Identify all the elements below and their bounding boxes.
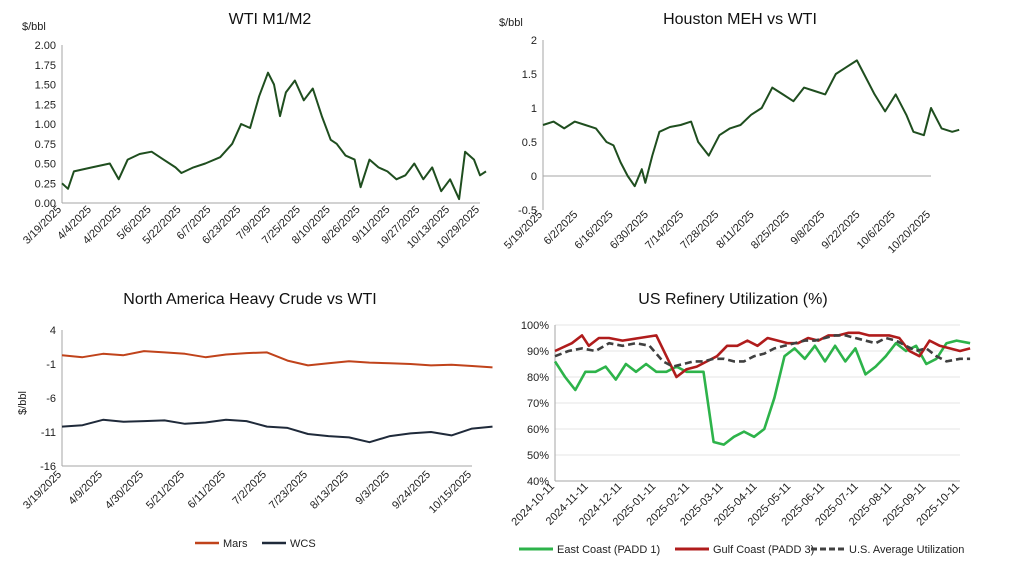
- series-line-gulf-coast-padd-3-: [554, 331, 971, 379]
- y-tick-label: 0.75: [35, 139, 56, 151]
- y-tick-label: 90%: [527, 346, 549, 358]
- y-tick-label: 2.00: [35, 40, 56, 52]
- y-tick-label: 1.25: [35, 99, 56, 111]
- x-tick-label: 8/25/2025: [749, 209, 792, 252]
- y-tick-label: 1.50: [35, 80, 56, 92]
- y-tick-label: 50%: [527, 450, 549, 462]
- series-line-mars: [61, 350, 493, 369]
- x-tick-label: 3/19/2025: [21, 204, 64, 247]
- series-line-u-s-average-utilization: [554, 334, 971, 368]
- y-tick-label: 0.25: [35, 178, 56, 190]
- chart-title: US Refinery Utilization (%): [638, 291, 827, 308]
- x-tick-label: 4/30/2025: [103, 469, 146, 512]
- x-tick-label: 5/21/2025: [144, 469, 187, 512]
- chart-wti-m1-m2: WTI M1/M2 $/bbl 0.00 0.25 0.50 0.75 1.00 1.25…: [21, 11, 487, 251]
- y-tick-label: 100%: [521, 320, 549, 332]
- x-tick-label: 10/15/2025: [427, 469, 474, 516]
- x-tick-label: 3/19/2025: [21, 469, 64, 512]
- series-line-wti-m1-m2: [61, 71, 487, 201]
- x-tick-label: 7/23/2025: [267, 469, 310, 512]
- x-tick-label: 8/13/2025: [308, 469, 351, 512]
- x-tick-label: 4/9/2025: [66, 469, 105, 508]
- series-line-wcs: [61, 418, 493, 444]
- y-unit-label: $/bbl: [499, 17, 523, 29]
- y-tick-label: -0.5: [518, 205, 537, 217]
- y-tick-label: -1: [46, 359, 56, 371]
- series-line-houston-meh-vs-wti: [542, 59, 960, 188]
- y-tick-label: 4: [50, 325, 56, 337]
- legend-label: Gulf Coast (PADD 3): [713, 544, 814, 556]
- chart-title: WTI M1/M2: [229, 11, 312, 28]
- y-unit-label: $/bbl: [22, 21, 46, 33]
- x-tick-label: 7/28/2025: [678, 209, 721, 252]
- y-tick-label: -6: [46, 393, 56, 405]
- x-tick-label: 9/24/2025: [390, 469, 433, 512]
- legend-label: East Coast (PADD 1): [557, 544, 660, 556]
- y-tick-label: 0.00: [35, 198, 56, 210]
- y-tick-label: 2: [531, 35, 537, 47]
- y-tick-label: 1.75: [35, 60, 56, 72]
- y-tick-label: 1.00: [35, 119, 56, 131]
- chart-houston-meh-vs-wti: Houston MEH vs WTI $/bbl -0.500.511.525/…: [499, 11, 960, 256]
- x-tick-label: 7/2/2025: [230, 469, 269, 508]
- y-tick-label: -11: [41, 427, 56, 439]
- legend-label: U.S. Average Utilization: [849, 544, 964, 556]
- y-tick-label: 80%: [527, 372, 549, 384]
- chart-us-refinery-utilization: US Refinery Utilization (%) 40% 50% 60% 70%…: [509, 291, 971, 556]
- chart-title: Houston MEH vs WTI: [663, 11, 817, 28]
- legend-label: Mars: [223, 538, 248, 550]
- y-tick-label: 60%: [527, 424, 549, 436]
- legend-label: WCS: [290, 538, 316, 550]
- y-unit-label: $/bbl: [17, 391, 29, 415]
- y-tick-label: -16: [40, 461, 56, 473]
- y-tick-label: 0.5: [522, 137, 537, 149]
- y-tick-label: 0: [531, 171, 537, 183]
- y-tick-label: 40%: [527, 476, 549, 488]
- x-tick-label: 9/3/2025: [353, 469, 392, 508]
- x-tick-label: 6/11/2025: [186, 469, 229, 512]
- y-tick-label: 70%: [527, 398, 549, 410]
- y-tick-label: 1.5: [522, 69, 537, 81]
- series-line-east-coast-padd-1-: [553, 339, 971, 446]
- y-tick-label: 1: [531, 103, 537, 115]
- y-tick-label: 0.50: [35, 159, 56, 171]
- chart-heavy-crude-vs-wti: North America Heavy Crude vs WTI $/bbl 4…: [17, 291, 493, 550]
- chart-title: North America Heavy Crude vs WTI: [123, 291, 376, 308]
